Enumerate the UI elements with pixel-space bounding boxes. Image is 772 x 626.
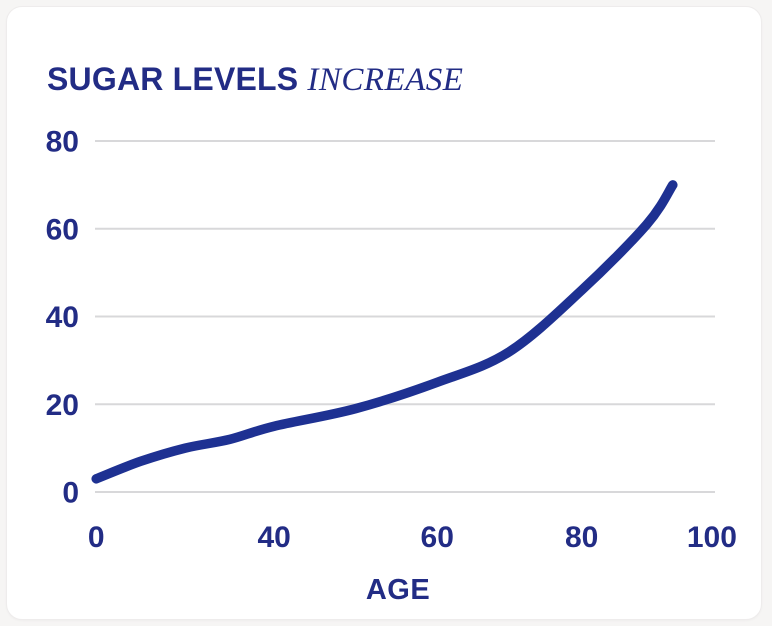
y-tick-label: 60 [46,213,79,246]
chart-title-emphasis: INCREASE [307,62,464,98]
x-tick-label: 80 [565,521,598,554]
x-tick-label: 100 [687,521,737,554]
x-axis-title: AGE [366,574,430,606]
chart-title: SUGAR LEVELS INCREASE [47,61,463,98]
x-tick-label: 0 [88,521,105,554]
sugar-level-curve [91,180,678,484]
x-tick-label: 60 [421,521,454,554]
x-tick-label: 40 [257,521,290,554]
y-tick-label: 80 [46,126,79,159]
y-tick-label: 20 [46,389,79,422]
x-axis-tick-labels: 0 40 60 80 100 [88,521,737,554]
y-tick-label: 0 [62,477,79,510]
y-tick-label: 40 [46,301,79,334]
chart-title-main: SUGAR LEVELS [47,61,299,97]
y-axis-tick-labels: 0 20 40 60 80 [46,126,79,510]
chart-card: SUGAR LEVELS INCREASE [6,6,762,620]
gridlines [95,140,715,493]
